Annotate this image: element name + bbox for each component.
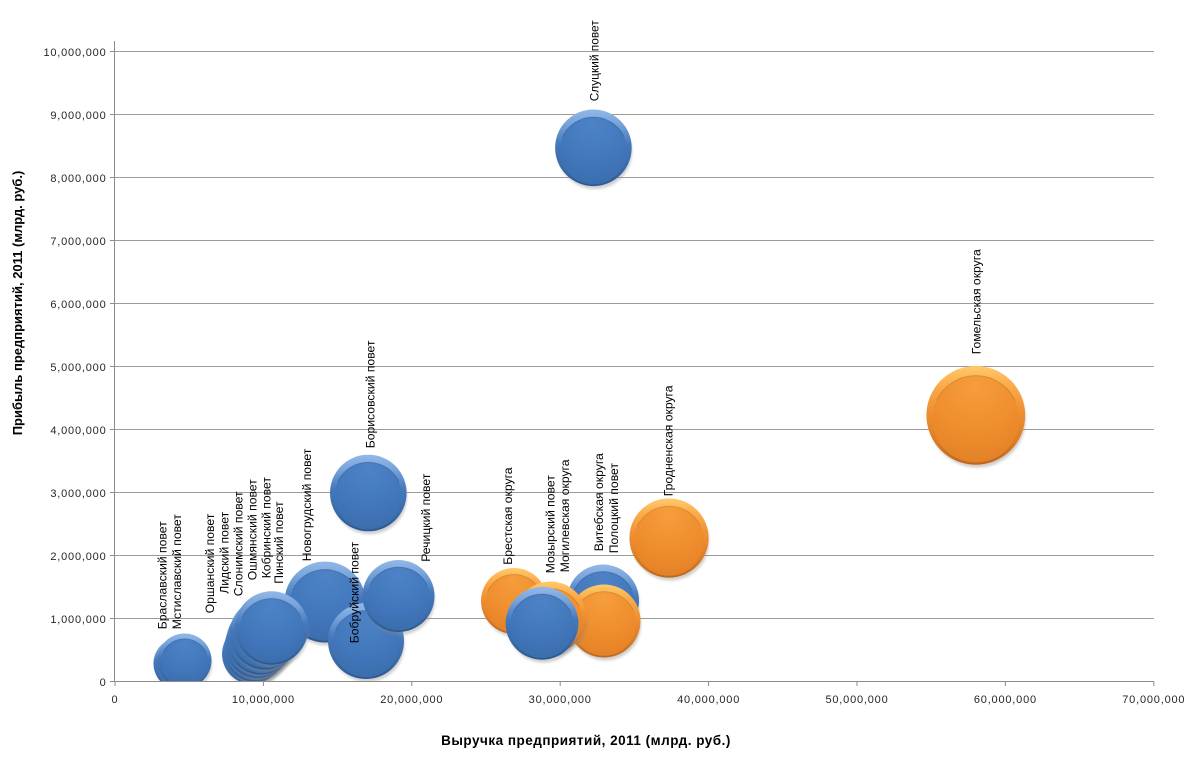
svg-text:Оршанский повет: Оршанский повет xyxy=(203,513,217,613)
svg-text:30,000,000: 30,000,000 xyxy=(529,694,592,706)
svg-text:Ошмянский повет: Ошмянский повет xyxy=(246,479,260,580)
svg-text:3,000,000: 3,000,000 xyxy=(50,488,106,500)
svg-text:Новогрудский повет: Новогрудский повет xyxy=(300,448,314,561)
svg-text:Слонимский повет: Слонимский повет xyxy=(232,491,246,596)
svg-text:2,000,000: 2,000,000 xyxy=(50,551,106,563)
svg-text:5,000,000: 5,000,000 xyxy=(50,362,106,374)
svg-text:Пинский повет: Пинский повет xyxy=(272,501,286,584)
svg-text:Борисовский повет: Борисовский повет xyxy=(364,340,378,448)
svg-text:7,000,000: 7,000,000 xyxy=(50,236,106,248)
svg-text:0: 0 xyxy=(100,677,107,689)
svg-text:Могилевская округа: Могилевская округа xyxy=(558,459,572,572)
svg-text:Браславский повет: Браславский повет xyxy=(156,521,170,629)
svg-text:10,000,000: 10,000,000 xyxy=(232,694,295,706)
svg-text:9,000,000: 9,000,000 xyxy=(50,110,106,122)
svg-text:Витебская округа: Витебская округа xyxy=(592,453,606,551)
svg-text:Брестская округа: Брестская округа xyxy=(501,467,515,565)
svg-text:Лидский повет: Лидский повет xyxy=(218,511,232,593)
svg-text:60,000,000: 60,000,000 xyxy=(974,694,1037,706)
svg-text:6,000,000: 6,000,000 xyxy=(50,299,106,311)
svg-text:50,000,000: 50,000,000 xyxy=(825,694,888,706)
svg-text:Гомельская округа: Гомельская округа xyxy=(970,249,984,354)
svg-text:0: 0 xyxy=(112,694,119,706)
svg-text:Полоцкий повет: Полоцкий повет xyxy=(607,463,621,554)
svg-text:Гродненская округа: Гродненская округа xyxy=(662,385,676,496)
svg-text:8,000,000: 8,000,000 xyxy=(50,173,106,185)
svg-text:Кобринский повет: Кобринский повет xyxy=(259,477,273,579)
svg-text:4,000,000: 4,000,000 xyxy=(50,425,106,437)
svg-text:Слуцкий повет: Слуцкий повет xyxy=(588,20,602,102)
svg-text:Мозырский повет: Мозырский повет xyxy=(543,475,557,574)
svg-text:Мстиславский повет: Мстиславский повет xyxy=(170,514,184,630)
svg-text:Выручка предприятий, 2011 (млр: Выручка предприятий, 2011 (млрд. руб.) xyxy=(441,733,731,748)
svg-text:70,000,000: 70,000,000 xyxy=(1122,694,1185,706)
svg-text:Речицкий повет: Речицкий повет xyxy=(419,473,433,562)
svg-text:10,000,000: 10,000,000 xyxy=(43,47,106,59)
svg-text:Бобруйский повет: Бобруйский повет xyxy=(347,541,361,643)
svg-text:1,000,000: 1,000,000 xyxy=(50,614,106,626)
svg-text:20,000,000: 20,000,000 xyxy=(380,694,443,706)
svg-text:Прибыль предприятий, 2011 (млр: Прибыль предприятий, 2011 (млрд. руб.) xyxy=(10,171,25,436)
svg-text:40,000,000: 40,000,000 xyxy=(677,694,740,706)
